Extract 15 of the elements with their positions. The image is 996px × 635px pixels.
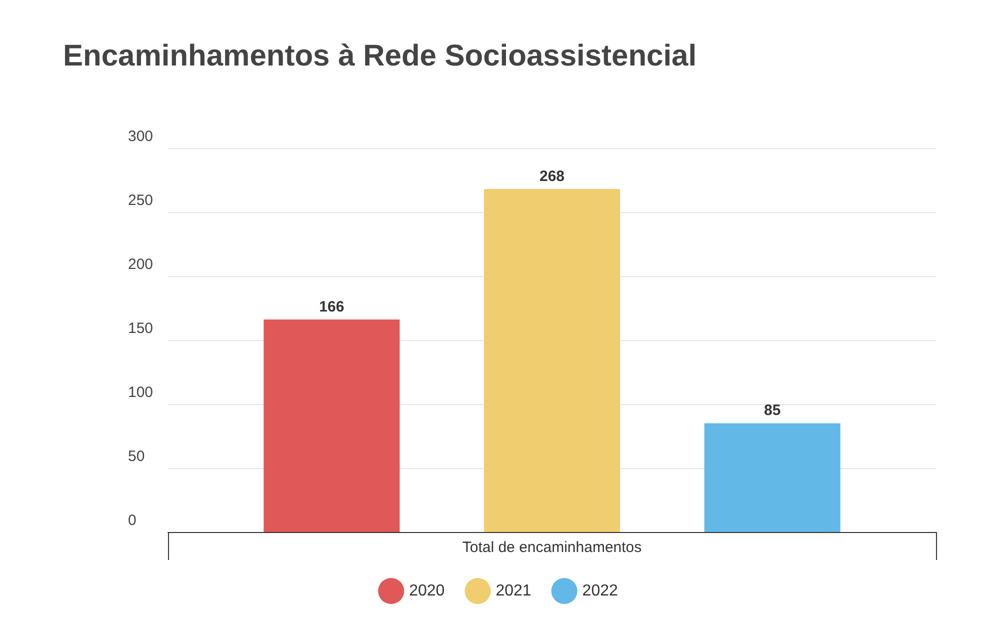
data-label: 268 xyxy=(539,168,565,185)
y-tick-label: 150 xyxy=(128,320,154,337)
data-label: 85 xyxy=(764,402,781,420)
y-tick-label: 200 xyxy=(128,256,154,273)
legend-label: 2020 xyxy=(409,582,445,600)
chart-title: Encaminhamentos à Rede Socioassistencial xyxy=(63,40,697,72)
y-tick-label: 250 xyxy=(128,192,154,209)
data-label: 166 xyxy=(319,298,344,316)
legend-label: 2022 xyxy=(582,582,618,600)
y-tick-label: 0 xyxy=(128,512,136,529)
y-tick-label: 100 xyxy=(128,384,154,401)
y-tick-label: 50 xyxy=(128,448,145,465)
x-tick-label: Total de encaminhamentos xyxy=(462,539,642,556)
y-tick-label: 300 xyxy=(128,128,154,145)
legend-label: 2021 xyxy=(496,582,532,600)
